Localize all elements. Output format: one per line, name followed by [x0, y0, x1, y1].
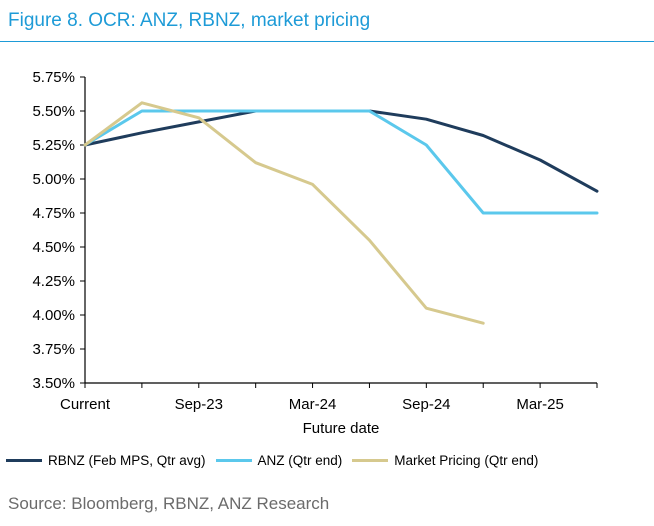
y-tick-label: 4.50%: [32, 239, 75, 256]
x-tick-label: Mar-25: [516, 396, 564, 413]
legend-label-rbnz: RBNZ (Feb MPS, Qtr avg): [48, 453, 206, 468]
legend-label-market: Market Pricing (Qtr end): [394, 453, 539, 468]
y-tick-label: 3.50%: [32, 375, 75, 392]
series-line-market-pricing: [83, 101, 485, 325]
title-rule: [0, 41, 654, 42]
series-line-anz: [83, 109, 599, 215]
legend-swatch-market: [352, 459, 389, 462]
line-chart: 3.50% 3.75% 4.00% 4.25% 4.50% 4.75% 5.00% 5.25%…: [32, 69, 599, 437]
source-note: Source: Bloomberg, RBNZ, ANZ Research: [8, 494, 330, 513]
series-lines: [83, 101, 599, 325]
y-tick-label: 4.75%: [32, 205, 75, 222]
y-tick-label: 5.00%: [32, 171, 75, 188]
series-line-rbnz: [83, 109, 599, 193]
legend-item-market: Market Pricing (Qtr end): [352, 453, 538, 468]
y-tick-label: 3.75%: [32, 341, 75, 358]
x-tick-label: Mar-24: [289, 396, 337, 413]
y-tick-label: 5.25%: [32, 137, 75, 154]
y-tick-label: 5.75%: [32, 69, 75, 86]
x-tick-label: Sep-24: [402, 396, 450, 413]
legend-item-anz: ANZ (Qtr end): [215, 453, 343, 468]
y-tick-label: 5.50%: [32, 103, 75, 120]
axes: [80, 76, 598, 388]
x-axis-title: Future date: [303, 420, 380, 437]
figure-title: Figure 8. OCR: ANZ, RBNZ, market pricing: [8, 10, 371, 31]
legend: RBNZ (Feb MPS, Qtr avg) ANZ (Qtr end) Ma…: [6, 453, 654, 468]
legend-swatch-anz: [215, 459, 252, 462]
legend-item-rbnz: RBNZ (Feb MPS, Qtr avg): [6, 453, 206, 468]
y-tick-label: 4.00%: [32, 307, 75, 324]
axis-labels: 3.50% 3.75% 4.00% 4.25% 4.50% 4.75% 5.00% 5.25%…: [32, 69, 563, 437]
x-tick-label: Current: [60, 396, 111, 413]
y-tick-label: 4.25%: [32, 273, 75, 290]
x-tick-label: Sep-23: [175, 396, 223, 413]
legend-label-anz: ANZ (Qtr end): [257, 453, 343, 468]
legend-swatch-rbnz: [6, 459, 42, 462]
